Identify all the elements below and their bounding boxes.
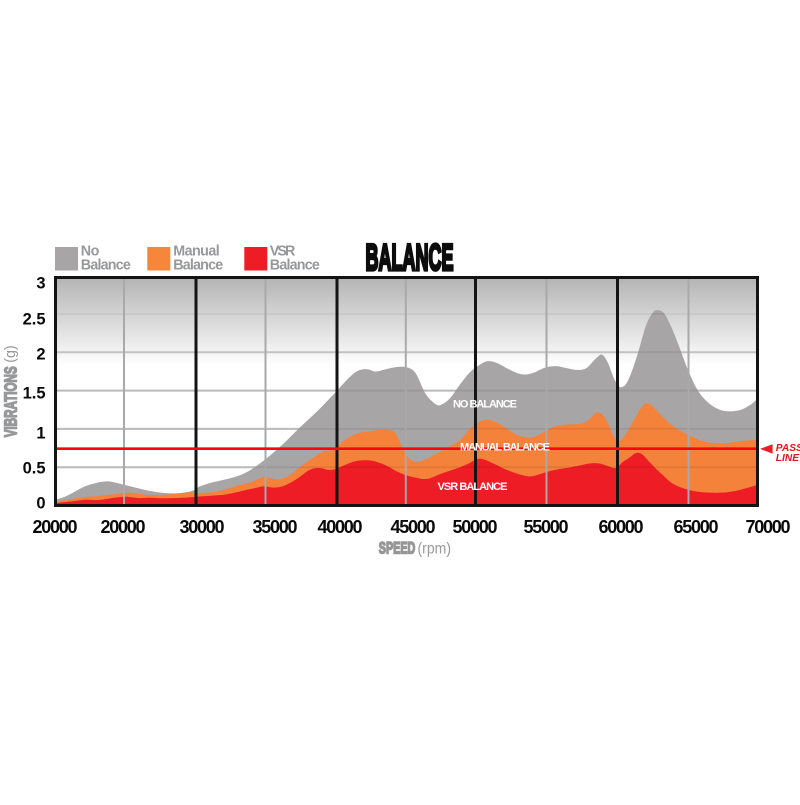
svg-text:MANUAL BALANCE: MANUAL BALANCE — [460, 442, 550, 454]
svg-text:VSR: VSR — [270, 244, 296, 260]
svg-text:Manual: Manual — [173, 244, 220, 260]
svg-text:35000: 35000 — [253, 517, 298, 537]
svg-text:40000: 40000 — [318, 517, 363, 537]
svg-text:No: No — [81, 244, 100, 260]
svg-text:55000: 55000 — [524, 517, 569, 537]
svg-text:50000: 50000 — [453, 517, 498, 537]
svg-text:Balance: Balance — [81, 258, 131, 274]
svg-text:(g): (g) — [2, 345, 19, 363]
svg-text:1.5: 1.5 — [23, 385, 46, 403]
svg-text:PASS: PASS — [776, 443, 800, 454]
svg-text:NO BALANCE: NO BALANCE — [453, 399, 517, 411]
svg-text:65000: 65000 — [674, 517, 719, 537]
svg-text:3: 3 — [36, 275, 45, 293]
svg-text:VSR BALANCE: VSR BALANCE — [438, 481, 508, 493]
svg-text:SPEED: SPEED — [379, 540, 416, 558]
svg-text:0.5: 0.5 — [23, 460, 46, 478]
svg-text:BALANCE: BALANCE — [366, 236, 454, 278]
svg-text:1: 1 — [36, 425, 45, 443]
svg-text:(rpm): (rpm) — [418, 541, 452, 558]
svg-text:20000: 20000 — [101, 517, 146, 537]
svg-text:20000: 20000 — [33, 517, 78, 537]
svg-text:LINE: LINE — [776, 453, 800, 464]
svg-text:30000: 30000 — [180, 517, 225, 537]
svg-text:45000: 45000 — [391, 517, 436, 537]
svg-text:60000: 60000 — [599, 517, 644, 537]
svg-text:Balance: Balance — [270, 258, 320, 274]
svg-text:Balance: Balance — [173, 258, 223, 274]
svg-text:2.5: 2.5 — [23, 310, 46, 328]
svg-text:VIBRATIONS: VIBRATIONS — [1, 366, 21, 437]
svg-text:70000: 70000 — [746, 517, 791, 537]
svg-text:0: 0 — [36, 494, 45, 512]
svg-text:2: 2 — [36, 346, 45, 364]
